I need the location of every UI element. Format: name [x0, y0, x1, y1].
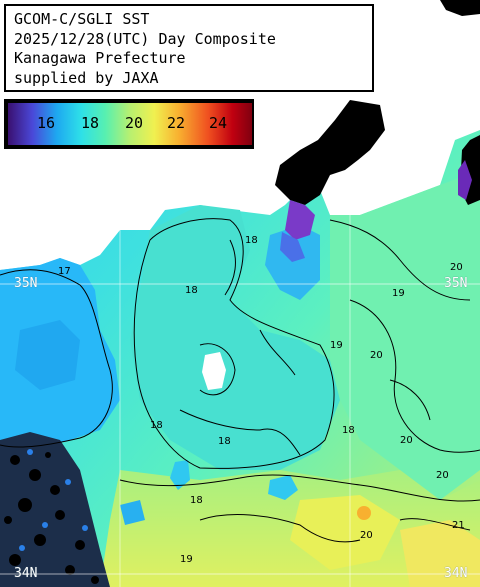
bay-blue — [265, 225, 320, 300]
title-line-date: 2025/12/28(UTC) Day Composite — [14, 29, 276, 48]
sw-island-speckles — [4, 452, 99, 584]
legend-colorbar — [8, 103, 252, 145]
east-mint — [330, 170, 480, 500]
south-warm — [100, 470, 480, 587]
land-kanagawa — [275, 100, 385, 205]
lat-label-34n-east: 34N — [444, 566, 468, 581]
island-south — [170, 460, 190, 490]
lat-label-35n-east: 35N — [444, 276, 468, 291]
title-line-region: Kanagawa Prefecture — [14, 49, 186, 67]
map-title-box: GCOM-C/SGLI SST 2025/12/28(UTC) Day Comp… — [4, 4, 374, 92]
land-corner-top-right — [440, 0, 480, 16]
contour-label-18-a: 18 — [245, 235, 258, 246]
central-teal — [130, 205, 340, 470]
contour-label-18-f: 18 — [190, 495, 203, 506]
legend-tick-16: 16 — [36, 114, 56, 132]
sw-island-blue — [19, 449, 88, 551]
contour-label-19-c: 19 — [180, 554, 193, 565]
cool-water-west-2 — [15, 320, 80, 390]
lat-label-35n: 35N — [14, 276, 38, 291]
contour-label-18-e: 18 — [342, 425, 355, 436]
contour-label-20-a: 20 — [370, 350, 383, 361]
contour-lines — [0, 218, 480, 543]
coast-east-purple — [458, 160, 472, 200]
contour-label-19-a: 19 — [330, 340, 343, 351]
legend-tick-20: 20 — [124, 114, 144, 132]
contour-label-18-c: 18 — [150, 420, 163, 431]
contour-label-20-d: 20 — [360, 530, 373, 541]
warm-spot — [357, 506, 371, 520]
color-legend: 16 18 20 22 24 — [4, 99, 254, 149]
lat-label-34n: 34N — [14, 566, 38, 581]
contour-label-19-b: 19 — [392, 288, 405, 299]
south-warm-3 — [400, 520, 480, 587]
contour-label-20-b: 20 — [450, 262, 463, 273]
island-sw-blue — [120, 500, 145, 525]
coast-purple — [285, 200, 315, 240]
contour-label-20-c: 20 — [400, 435, 413, 446]
contour-label-17: 17 — [58, 266, 71, 277]
contour-label-21: 21 — [452, 520, 465, 531]
title-line-supplier: supplied by JAXA — [14, 68, 159, 87]
island-central — [202, 352, 226, 390]
contour-label-20-e: 20 — [436, 470, 449, 481]
contour-label-18-b: 18 — [185, 285, 198, 296]
legend-tick-18: 18 — [80, 114, 100, 132]
contour-label-18-d: 18 — [218, 436, 231, 447]
title-line-product: GCOM-C/SGLI SST — [14, 10, 150, 28]
island-south-2 — [268, 475, 298, 500]
legend-tick-22: 22 — [166, 114, 186, 132]
legend-tick-24: 24 — [208, 114, 228, 132]
south-warm-2 — [290, 495, 400, 570]
coast-blue — [280, 232, 305, 262]
